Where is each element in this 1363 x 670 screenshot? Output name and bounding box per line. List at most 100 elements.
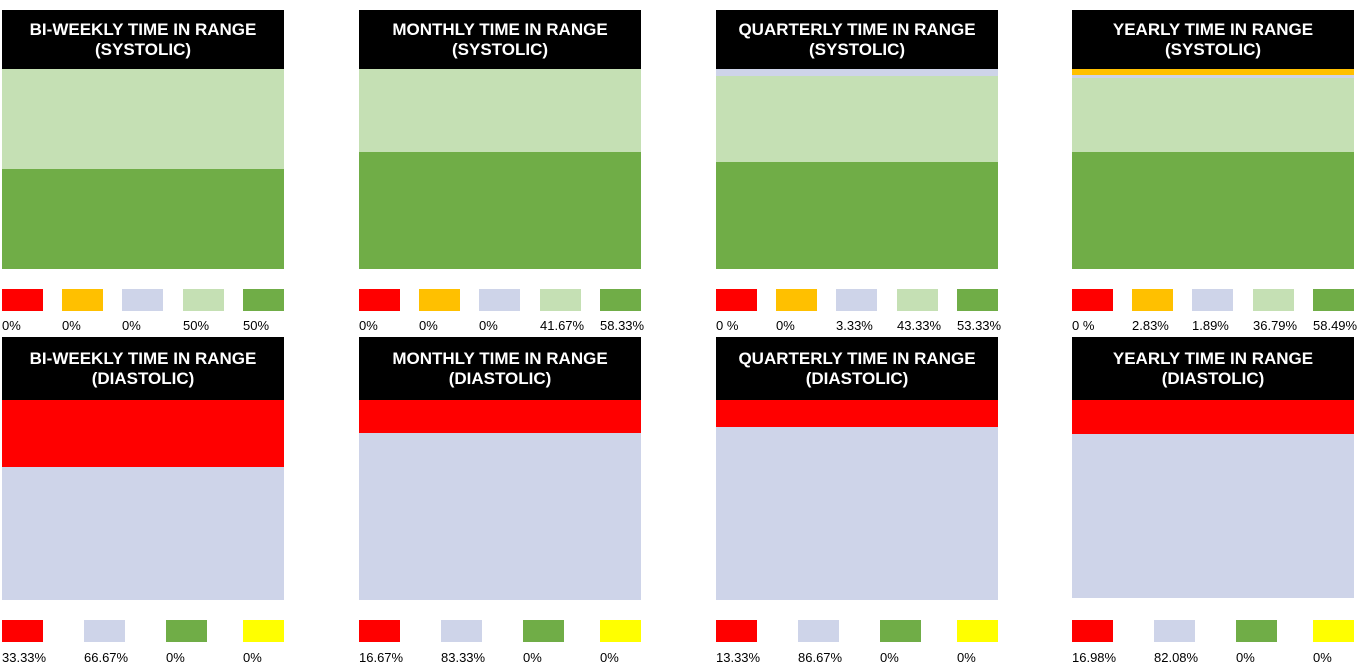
chart-4-legend-swatch-1 [1072, 289, 1113, 311]
chart-1-legend-label-5: 50% [243, 318, 270, 333]
chart-2-legend-swatch-4 [540, 289, 581, 311]
chart-2-legend-label-5: 58.33% [600, 318, 645, 333]
chart-1-legend-swatch-3 [122, 289, 163, 311]
chart-3-legend-label-2: 0% [776, 318, 795, 333]
chart-3-legend-label-5: 53.33% [957, 318, 1002, 333]
chart-3-legend-swatch-2 [776, 289, 817, 311]
chart-2-legend-swatch-2 [419, 289, 460, 311]
chart-8-legend-label-2: 82.08% [1154, 650, 1199, 665]
chart-7-panel: QUARTERLY TIME IN RANGE (DIASTOLIC) 13.33… [716, 337, 998, 670]
chart-5-legend-swatch-1 [2, 620, 43, 642]
chart-6-segment-1 [359, 400, 641, 434]
chart-6-stacked-bar [359, 400, 641, 600]
chart-7-legend-label-2: 86.67% [798, 650, 843, 665]
chart-6-legend-label-4: 0% [600, 650, 619, 665]
chart-4-segment-3 [1072, 74, 1354, 79]
chart-1-legend-label-4: 50% [183, 318, 210, 333]
chart-3-panel: QUARTERLY TIME IN RANGE (SYSTOLIC) 0 % 0% 3… [716, 10, 1002, 338]
chart-2-legend-label-2: 0% [419, 318, 438, 333]
chart-6-panel: MONTHLY TIME IN RANGE (DIASTOLIC) 16.67% 8… [359, 337, 641, 670]
chart-5-legend-label-1: 33.33% [2, 650, 47, 665]
chart-1-legend-swatch-1 [2, 289, 43, 311]
chart-8-segment-2 [1072, 433, 1354, 599]
chart-3-segment-3 [716, 69, 998, 76]
chart-3-legend-label-1: 0 % [716, 318, 739, 333]
chart-2-legend-label-4: 41.67% [540, 318, 585, 333]
chart-6-legend-label-1: 16.67% [359, 650, 404, 665]
chart-4-legend-label-3: 1.89% [1192, 318, 1229, 333]
chart-4-segment-2 [1072, 69, 1354, 75]
chart-6-title: MONTHLY TIME IN RANGE (DIASTOLIC) [359, 337, 641, 400]
chart-5-legend-label-3: 0% [166, 650, 185, 665]
chart-6-legend-swatch-4 [600, 620, 641, 642]
chart-3-legend-swatch-1 [716, 289, 757, 311]
chart-5-legend-label-2: 66.67% [84, 650, 129, 665]
chart-2-legend-label-1: 0% [359, 318, 378, 333]
chart-7-legend-label-4: 0% [957, 650, 976, 665]
chart-8-legend-swatch-2 [1154, 620, 1195, 642]
chart-8-legend-label-3: 0% [1236, 650, 1255, 665]
chart-1-legend-label-3: 0% [122, 318, 141, 333]
chart-3-legend-swatch-5 [957, 289, 998, 311]
chart-4-title: YEARLY TIME IN RANGE (SYSTOLIC) [1072, 10, 1354, 69]
chart-5-segment-1 [2, 400, 284, 467]
chart-8-legend-swatch-4 [1313, 620, 1354, 642]
chart-6-legend-label-3: 0% [523, 650, 542, 665]
chart-2-legend-swatch-5 [600, 289, 641, 311]
chart-5-legend-swatch-2 [84, 620, 125, 642]
chart-8-title: YEARLY TIME IN RANGE (DIASTOLIC) [1072, 337, 1354, 400]
chart-2-title: MONTHLY TIME IN RANGE (SYSTOLIC) [359, 10, 641, 69]
chart-8-legend-swatch-3 [1236, 620, 1277, 642]
chart-4-legend-label-5: 58.49% [1313, 318, 1358, 333]
chart-2-segment-4 [359, 69, 641, 153]
chart-7-legend-label-1: 13.33% [716, 650, 761, 665]
chart-1-panel: BI-WEEKLY TIME IN RANGE (SYSTOLIC) 0% 0% 0%… [2, 10, 284, 338]
chart-7-legend-swatch-3 [880, 620, 921, 642]
chart-2-segment-5 [359, 152, 641, 269]
chart-2-legend-label-3: 0% [479, 318, 498, 333]
chart-8-stacked-bar [1072, 400, 1354, 600]
chart-5-title: BI-WEEKLY TIME IN RANGE (DIASTOLIC) [2, 337, 284, 400]
chart-6-legend-label-2: 83.33% [441, 650, 486, 665]
chart-4-legend-label-1: 0 % [1072, 318, 1095, 333]
chart-3-legend-swatch-3 [836, 289, 877, 311]
chart-4-legend-label-2: 2.83% [1132, 318, 1169, 333]
chart-7-legend-label-3: 0% [880, 650, 899, 665]
chart-3-segment-4 [716, 75, 998, 163]
chart-5-legend-swatch-4 [243, 620, 284, 642]
chart-3-legend-label-4: 43.33% [897, 318, 942, 333]
chart-5-legend-label-4: 0% [243, 650, 262, 665]
chart-7-stacked-bar [716, 400, 998, 600]
chart-3-title: QUARTERLY TIME IN RANGE (SYSTOLIC) [716, 10, 998, 69]
chart-1-legend-label-1: 0% [2, 318, 21, 333]
chart-7-legend-swatch-4 [957, 620, 998, 642]
chart-6-legend-swatch-1 [359, 620, 400, 642]
chart-1-legend-swatch-5 [243, 289, 284, 311]
chart-4-stacked-bar [1072, 69, 1354, 269]
chart-6-legend-swatch-2 [441, 620, 482, 642]
chart-4-segment-4 [1072, 78, 1354, 153]
chart-7-title: QUARTERLY TIME IN RANGE (DIASTOLIC) [716, 337, 998, 400]
chart-4-legend-swatch-2 [1132, 289, 1173, 311]
chart-3-segment-5 [716, 162, 998, 269]
chart-3-legend-swatch-4 [897, 289, 938, 311]
chart-5-segment-2 [2, 466, 284, 600]
chart-4-segment-5 [1072, 152, 1354, 269]
chart-5-panel: BI-WEEKLY TIME IN RANGE (DIASTOLIC) 33.33… [2, 337, 284, 670]
chart-3-legend-label-3: 3.33% [836, 318, 873, 333]
chart-1-segment-4 [2, 69, 284, 169]
chart-1-legend-label-2: 0% [62, 318, 81, 333]
chart-4-legend-swatch-4 [1253, 289, 1294, 311]
chart-3-stacked-bar [716, 69, 998, 269]
chart-1-segment-5 [2, 169, 284, 269]
chart-4-legend-swatch-5 [1313, 289, 1354, 311]
chart-5-stacked-bar [2, 400, 284, 600]
chart-4-legend-label-4: 36.79% [1253, 318, 1298, 333]
chart-1-title: BI-WEEKLY TIME IN RANGE (SYSTOLIC) [2, 10, 284, 69]
chart-6-segment-2 [359, 433, 641, 600]
chart-5-legend-swatch-3 [166, 620, 207, 642]
chart-7-legend-swatch-2 [798, 620, 839, 642]
chart-4-legend-swatch-3 [1192, 289, 1233, 311]
chart-7-segment-2 [716, 426, 998, 600]
chart-2-legend-swatch-1 [359, 289, 400, 311]
